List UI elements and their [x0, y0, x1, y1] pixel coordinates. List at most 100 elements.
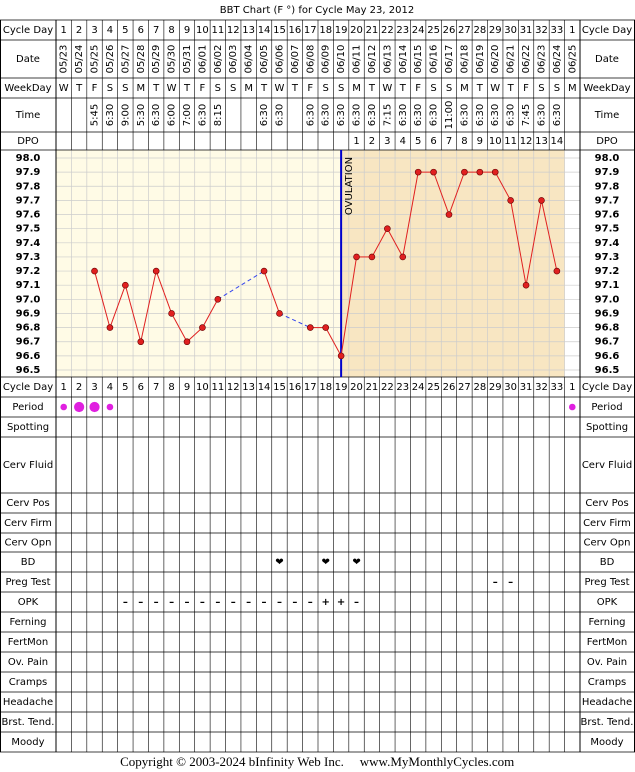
weekday: M [460, 83, 469, 94]
symptom-symbol: – [169, 597, 174, 608]
ovulation-label: OVULATION [344, 157, 355, 215]
cycle-day: 1 [61, 382, 67, 393]
weekday: T [152, 83, 160, 94]
weekday: S [446, 83, 452, 94]
temp-line [171, 313, 188, 342]
date: 05/29 [151, 45, 162, 74]
cycle-day: 26 [443, 382, 456, 393]
temp-point [553, 267, 561, 275]
symptom-symbol: – [200, 597, 205, 608]
dpo: 11 [504, 136, 517, 147]
row-label-right: Cerv Opn [584, 538, 631, 549]
y-tick-label: 96.5 [16, 365, 41, 376]
row-label-right: Ferning [588, 617, 625, 628]
temp-line [124, 285, 142, 342]
symptom-symbol: – [308, 597, 313, 608]
row-label: WeekDay [4, 83, 51, 94]
cycle-day: 27 [458, 382, 471, 393]
symptom-symbol: – [262, 597, 267, 608]
temp-gap-line [217, 270, 265, 300]
symptom-symbol: – [215, 597, 220, 608]
y-tick-label-right: 97.0 [595, 294, 620, 305]
cycle-day: 25 [427, 25, 440, 36]
weekday: T [183, 83, 191, 94]
cycle-day: 29 [489, 382, 502, 393]
date: 06/03 [228, 45, 239, 74]
cycle-day: 13 [242, 382, 255, 393]
date: 06/17 [444, 45, 455, 74]
row-label-right: WeekDay [583, 83, 630, 94]
time: 6:30 [475, 104, 486, 126]
time: 6:00 [167, 104, 178, 126]
temp-point [507, 197, 514, 204]
row-label-right: DPO [596, 136, 618, 147]
symptom-symbol: ❤ [322, 557, 330, 568]
row-label: Cycle Day [3, 382, 53, 393]
y-tick-label-right: 97.5 [595, 224, 620, 235]
temp-line [386, 228, 404, 258]
dpo: 10 [489, 136, 502, 147]
follicular-bg [56, 150, 342, 377]
cycle-day: 10 [196, 382, 209, 393]
weekday: M [136, 83, 145, 94]
y-tick-label: 96.8 [16, 323, 41, 334]
weekday: T [368, 83, 376, 94]
y-tick-label-right: 97.6 [595, 210, 620, 221]
symptom-symbol: + [337, 597, 345, 608]
date: 06/19 [475, 45, 486, 74]
temp-point [137, 338, 145, 346]
time: 6:30 [459, 104, 470, 126]
row-label-right: Cerv Fluid [582, 460, 632, 471]
cycle-day: 14 [258, 25, 271, 36]
cycle-day: 1 [569, 382, 575, 393]
date: 06/14 [398, 45, 409, 74]
weekday: W [167, 83, 177, 94]
row-label-right: Ov. Pain [587, 657, 627, 668]
symptom-symbol: – [493, 577, 498, 588]
weekday: F [307, 83, 313, 94]
dpo: 3 [384, 136, 390, 147]
temp-line [186, 327, 203, 343]
temp-point [399, 253, 407, 261]
row-label-right: BD [600, 557, 615, 568]
weekday: F [523, 83, 529, 94]
temp-line [540, 200, 558, 272]
time: 8:15 [213, 104, 224, 126]
cycle-day: 19 [335, 25, 348, 36]
temp-point [538, 197, 545, 204]
dpo: 6 [430, 136, 436, 147]
symptom-symbol: – [154, 597, 159, 608]
cycle-day: 29 [489, 25, 502, 36]
cycle-day: 31 [520, 382, 533, 393]
weekday: S [338, 83, 344, 94]
temp-line [340, 256, 358, 356]
dpo: 5 [415, 136, 421, 147]
time: 7:45 [521, 104, 532, 126]
cycle-day: 13 [242, 25, 255, 36]
y-tick-label: 97.2 [16, 266, 41, 277]
time: 7:00 [182, 104, 193, 126]
temp-gap-line [279, 313, 311, 329]
time: 6:30 [151, 104, 162, 126]
temp-point [353, 253, 360, 261]
row-label: Moody [11, 737, 44, 748]
cycle-day: 23 [396, 382, 409, 393]
date: 06/24 [552, 45, 563, 74]
cycle-day: 20 [350, 382, 363, 393]
temp-point [122, 281, 129, 289]
time: 7:15 [382, 104, 393, 126]
weekday: T [507, 83, 515, 94]
row-label: Brst. Tend. [2, 717, 55, 728]
temp-point [414, 168, 422, 176]
weekday: S [430, 83, 436, 94]
cycle-day: 9 [184, 382, 190, 393]
row-label-right: Headache [582, 697, 632, 708]
temp-point [199, 324, 206, 331]
cycle-day: 31 [520, 25, 533, 36]
cycle-day: 5 [122, 25, 128, 36]
time: 9:00 [120, 104, 131, 126]
row-label: Ov. Pain [8, 657, 48, 668]
cycle-day: 17 [304, 25, 317, 36]
luteal-bg [341, 150, 565, 377]
temp-line [433, 171, 450, 215]
